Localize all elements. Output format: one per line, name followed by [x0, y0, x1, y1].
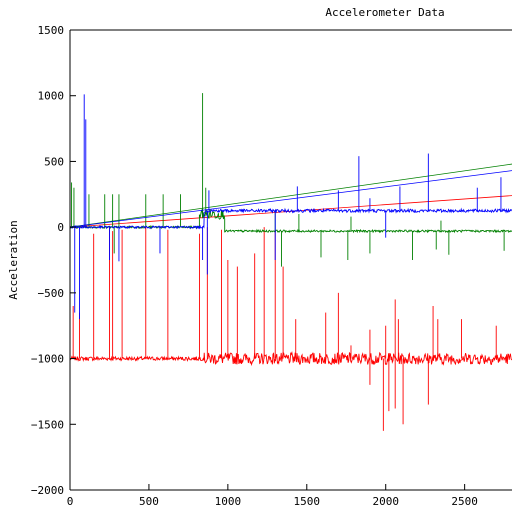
series-1-trend-line: [69, 163, 512, 228]
x-tick-label-5: 2500: [451, 495, 478, 508]
series-2-trend-line: [69, 170, 512, 228]
plot-series-group: [69, 93, 512, 431]
y-tick-label-3: −500: [38, 287, 65, 300]
y-axis-label: Acceleration: [7, 220, 20, 299]
series-1: [69, 93, 512, 267]
y-tick-label-2: −1000: [31, 353, 64, 366]
y-tick-label-1: −1500: [31, 418, 64, 431]
ticks-group: −2000 −1500 −1000 −500 0 500 1000 1500 0 500 1000 1…: [31, 24, 478, 508]
x-tick-label-3: 1500: [294, 495, 321, 508]
series-2: [69, 94, 512, 320]
y-tick-label-6: 1000: [38, 90, 65, 103]
series-1-line: [69, 208, 512, 234]
x-tick-label-1: 500: [139, 495, 159, 508]
x-tick-label-2: 1000: [215, 495, 242, 508]
y-tick-label-5: 500: [44, 155, 64, 168]
x-tick-label-0: 0: [67, 495, 74, 508]
series-2-line: [69, 207, 512, 230]
chart-title: Accelerometer Data: [325, 6, 444, 19]
series-0: [69, 195, 512, 431]
y-tick-label-7: 1500: [38, 24, 65, 37]
y-tick-label-0: −2000: [31, 484, 64, 497]
x-tick-label-4: 2000: [372, 495, 399, 508]
y-tick-label-4: 0: [57, 221, 64, 234]
series-0-line: [69, 350, 512, 367]
axes-group: [69, 29, 512, 491]
